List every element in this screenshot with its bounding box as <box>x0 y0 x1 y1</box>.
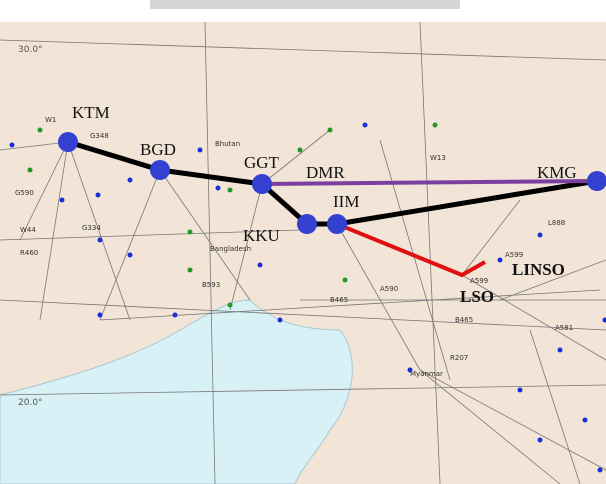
waypoint <box>173 313 178 318</box>
waypoint <box>128 178 133 183</box>
waypoint <box>38 128 43 133</box>
airway-label: R207 <box>450 354 468 362</box>
place-label: Myanmar <box>410 370 443 378</box>
waypoint <box>98 238 103 243</box>
airway-label: A599 <box>470 277 488 285</box>
airway-label: B593 <box>202 281 220 289</box>
node-label: GGT <box>244 153 280 172</box>
airport <box>58 132 78 152</box>
airway-label: B465 <box>455 316 473 324</box>
airway-label: G348 <box>90 132 109 140</box>
waypoint <box>10 143 15 148</box>
airway-label: A581 <box>555 324 573 332</box>
waypoint <box>258 263 263 268</box>
node-label: KKU <box>243 226 280 245</box>
waypoint <box>28 168 33 173</box>
node-label: LSO <box>460 287 494 306</box>
waypoint <box>188 230 193 235</box>
waypoint <box>433 123 438 128</box>
waypoint <box>198 148 203 153</box>
airway-label: B465 <box>330 296 348 304</box>
waypoint <box>538 438 543 443</box>
waypoint <box>216 186 221 191</box>
place-label: Bhutan <box>215 140 240 148</box>
waypoint <box>538 233 543 238</box>
airport <box>252 174 272 194</box>
grid-label: 30.0° <box>18 45 43 55</box>
airway-label: L888 <box>548 219 565 227</box>
airway-label: G334 <box>82 224 101 232</box>
waypoint <box>228 303 233 308</box>
waypoint <box>128 253 133 258</box>
airway-label: R460 <box>20 249 38 257</box>
airway-label: A599 <box>505 251 523 259</box>
waypoint <box>343 278 348 283</box>
node-label: LINSO <box>512 260 565 279</box>
waypoint <box>60 198 65 203</box>
airway-label: G590 <box>15 189 34 197</box>
node-label: IIM <box>333 192 359 211</box>
waypoint <box>583 418 588 423</box>
airport <box>327 214 347 234</box>
airway-label: A590 <box>380 285 398 293</box>
waypoint <box>598 468 603 473</box>
map: KTM BGD GGT DMR IIM KKU KMG LSO LINSO 30.0° 20.0° B… <box>0 0 606 484</box>
waypoint <box>328 128 333 133</box>
waypoint <box>298 148 303 153</box>
waypoint <box>363 123 368 128</box>
node-label: KTM <box>72 103 110 122</box>
node-label: DMR <box>306 163 345 182</box>
waypoint <box>188 268 193 273</box>
airport <box>297 214 317 234</box>
waypoint <box>498 258 503 263</box>
waypoint <box>558 348 563 353</box>
waypoint <box>96 193 101 198</box>
waypoint <box>228 188 233 193</box>
title-strip <box>150 0 460 9</box>
waypoint <box>278 318 283 323</box>
airway-label: W44 <box>20 226 36 234</box>
airway-label: W1 <box>45 116 56 124</box>
waypoint <box>98 313 103 318</box>
place-label: Bangladesh <box>210 245 251 253</box>
node-label: BGD <box>140 140 176 159</box>
airway-label: W13 <box>430 154 446 162</box>
airport <box>150 160 170 180</box>
waypoint <box>518 388 523 393</box>
grid-label: 20.0° <box>18 398 43 408</box>
node-label: KMG <box>537 163 577 182</box>
